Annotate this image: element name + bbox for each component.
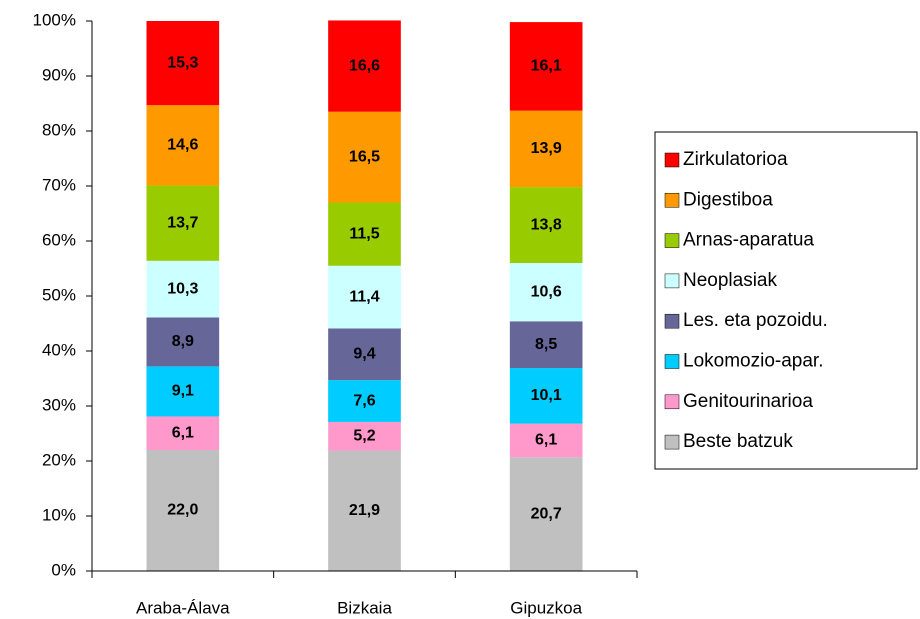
x-tick-label: Araba-Álava [136, 598, 230, 617]
legend-label: Zirkulatorioa [683, 149, 788, 170]
value-label: 9,4 [353, 346, 375, 363]
bar-segment [146, 185, 220, 261]
legend-swatch [664, 354, 680, 369]
bar-segment [146, 366, 220, 417]
value-label: 16,1 [531, 58, 562, 75]
y-tick-label: 70% [42, 175, 76, 194]
legend-box [654, 131, 918, 470]
legend-swatch [664, 434, 680, 450]
y-tick-label: 0% [51, 560, 76, 579]
value-label: 13,7 [167, 214, 198, 231]
y-tick-label: 90% [42, 65, 76, 84]
bar-segment [146, 260, 220, 318]
bar-segment [509, 22, 583, 111]
value-label: 16,6 [349, 57, 380, 74]
value-label: 21,9 [349, 502, 380, 519]
bar-segment [509, 423, 583, 458]
legend-swatch [664, 152, 680, 168]
value-label: 14,6 [167, 137, 198, 154]
legend-swatch [664, 193, 680, 208]
value-label: 10,1 [531, 387, 562, 404]
legend-swatch [664, 313, 680, 329]
bar-segment [146, 21, 220, 106]
bar-segment [146, 416, 220, 450]
bar-segment [328, 380, 401, 422]
value-label: 10,3 [167, 280, 198, 297]
value-label: 6,1 [172, 424, 194, 441]
bar-segment [328, 421, 401, 451]
value-label: 16,5 [349, 148, 380, 165]
legend-swatch [664, 233, 680, 248]
bar-segment [146, 450, 220, 571]
bar-segment [509, 187, 583, 263]
value-label: 10,6 [531, 283, 562, 300]
value-label: 15,3 [167, 54, 198, 71]
bar-segment [328, 111, 401, 203]
legend-swatch [664, 273, 680, 289]
value-label: 8,9 [172, 333, 194, 350]
legend-swatch [664, 394, 680, 410]
bar-segment [328, 20, 401, 112]
y-tick-label: 60% [42, 230, 76, 249]
value-label: 8,5 [535, 336, 557, 353]
y-tick-label: 80% [42, 120, 76, 139]
bar-segment [146, 317, 220, 367]
value-label: 13,9 [531, 140, 562, 157]
bar-segment [509, 368, 583, 424]
legend-label: Lokomozio-apar. [683, 351, 823, 372]
bar-segment [509, 110, 583, 188]
bar-segment [328, 328, 401, 381]
value-label: 6,1 [535, 432, 557, 449]
legend-label: Les. eta pozoidu. [683, 310, 828, 331]
value-label: 11,4 [349, 288, 379, 305]
legend-label: Neoplasiak [683, 270, 777, 291]
value-label: 9,1 [172, 383, 194, 400]
value-label: 11,5 [349, 225, 379, 242]
bar-segment [328, 202, 401, 266]
bar-segment [509, 457, 583, 571]
x-tick-label: Bizkaia [337, 598, 392, 617]
y-tick-label: 50% [42, 285, 76, 304]
y-tick-label: 100% [33, 10, 76, 29]
bar-segment [509, 263, 583, 322]
legend-label: Beste batzuk [683, 431, 793, 452]
bar-segment [328, 450, 401, 571]
y-tick-label: 20% [42, 450, 76, 469]
y-tick-label: 10% [42, 505, 76, 524]
legend-label: Arnas-aparatua [683, 230, 814, 251]
legend-label: Genitourinarioa [683, 391, 813, 412]
value-label: 20,7 [531, 505, 562, 522]
value-label: 5,2 [353, 427, 375, 444]
bar-segment [509, 321, 583, 369]
y-tick-label: 30% [42, 395, 76, 414]
y-tick-label: 40% [42, 340, 76, 359]
value-label: 22,0 [167, 502, 198, 519]
bar-segment [146, 105, 220, 186]
x-tick-label: Gipuzkoa [510, 598, 582, 617]
value-label: 7,6 [353, 392, 375, 409]
legend-label: Digestiboa [683, 189, 773, 210]
bar-segment [328, 265, 401, 329]
value-label: 13,8 [531, 216, 562, 233]
